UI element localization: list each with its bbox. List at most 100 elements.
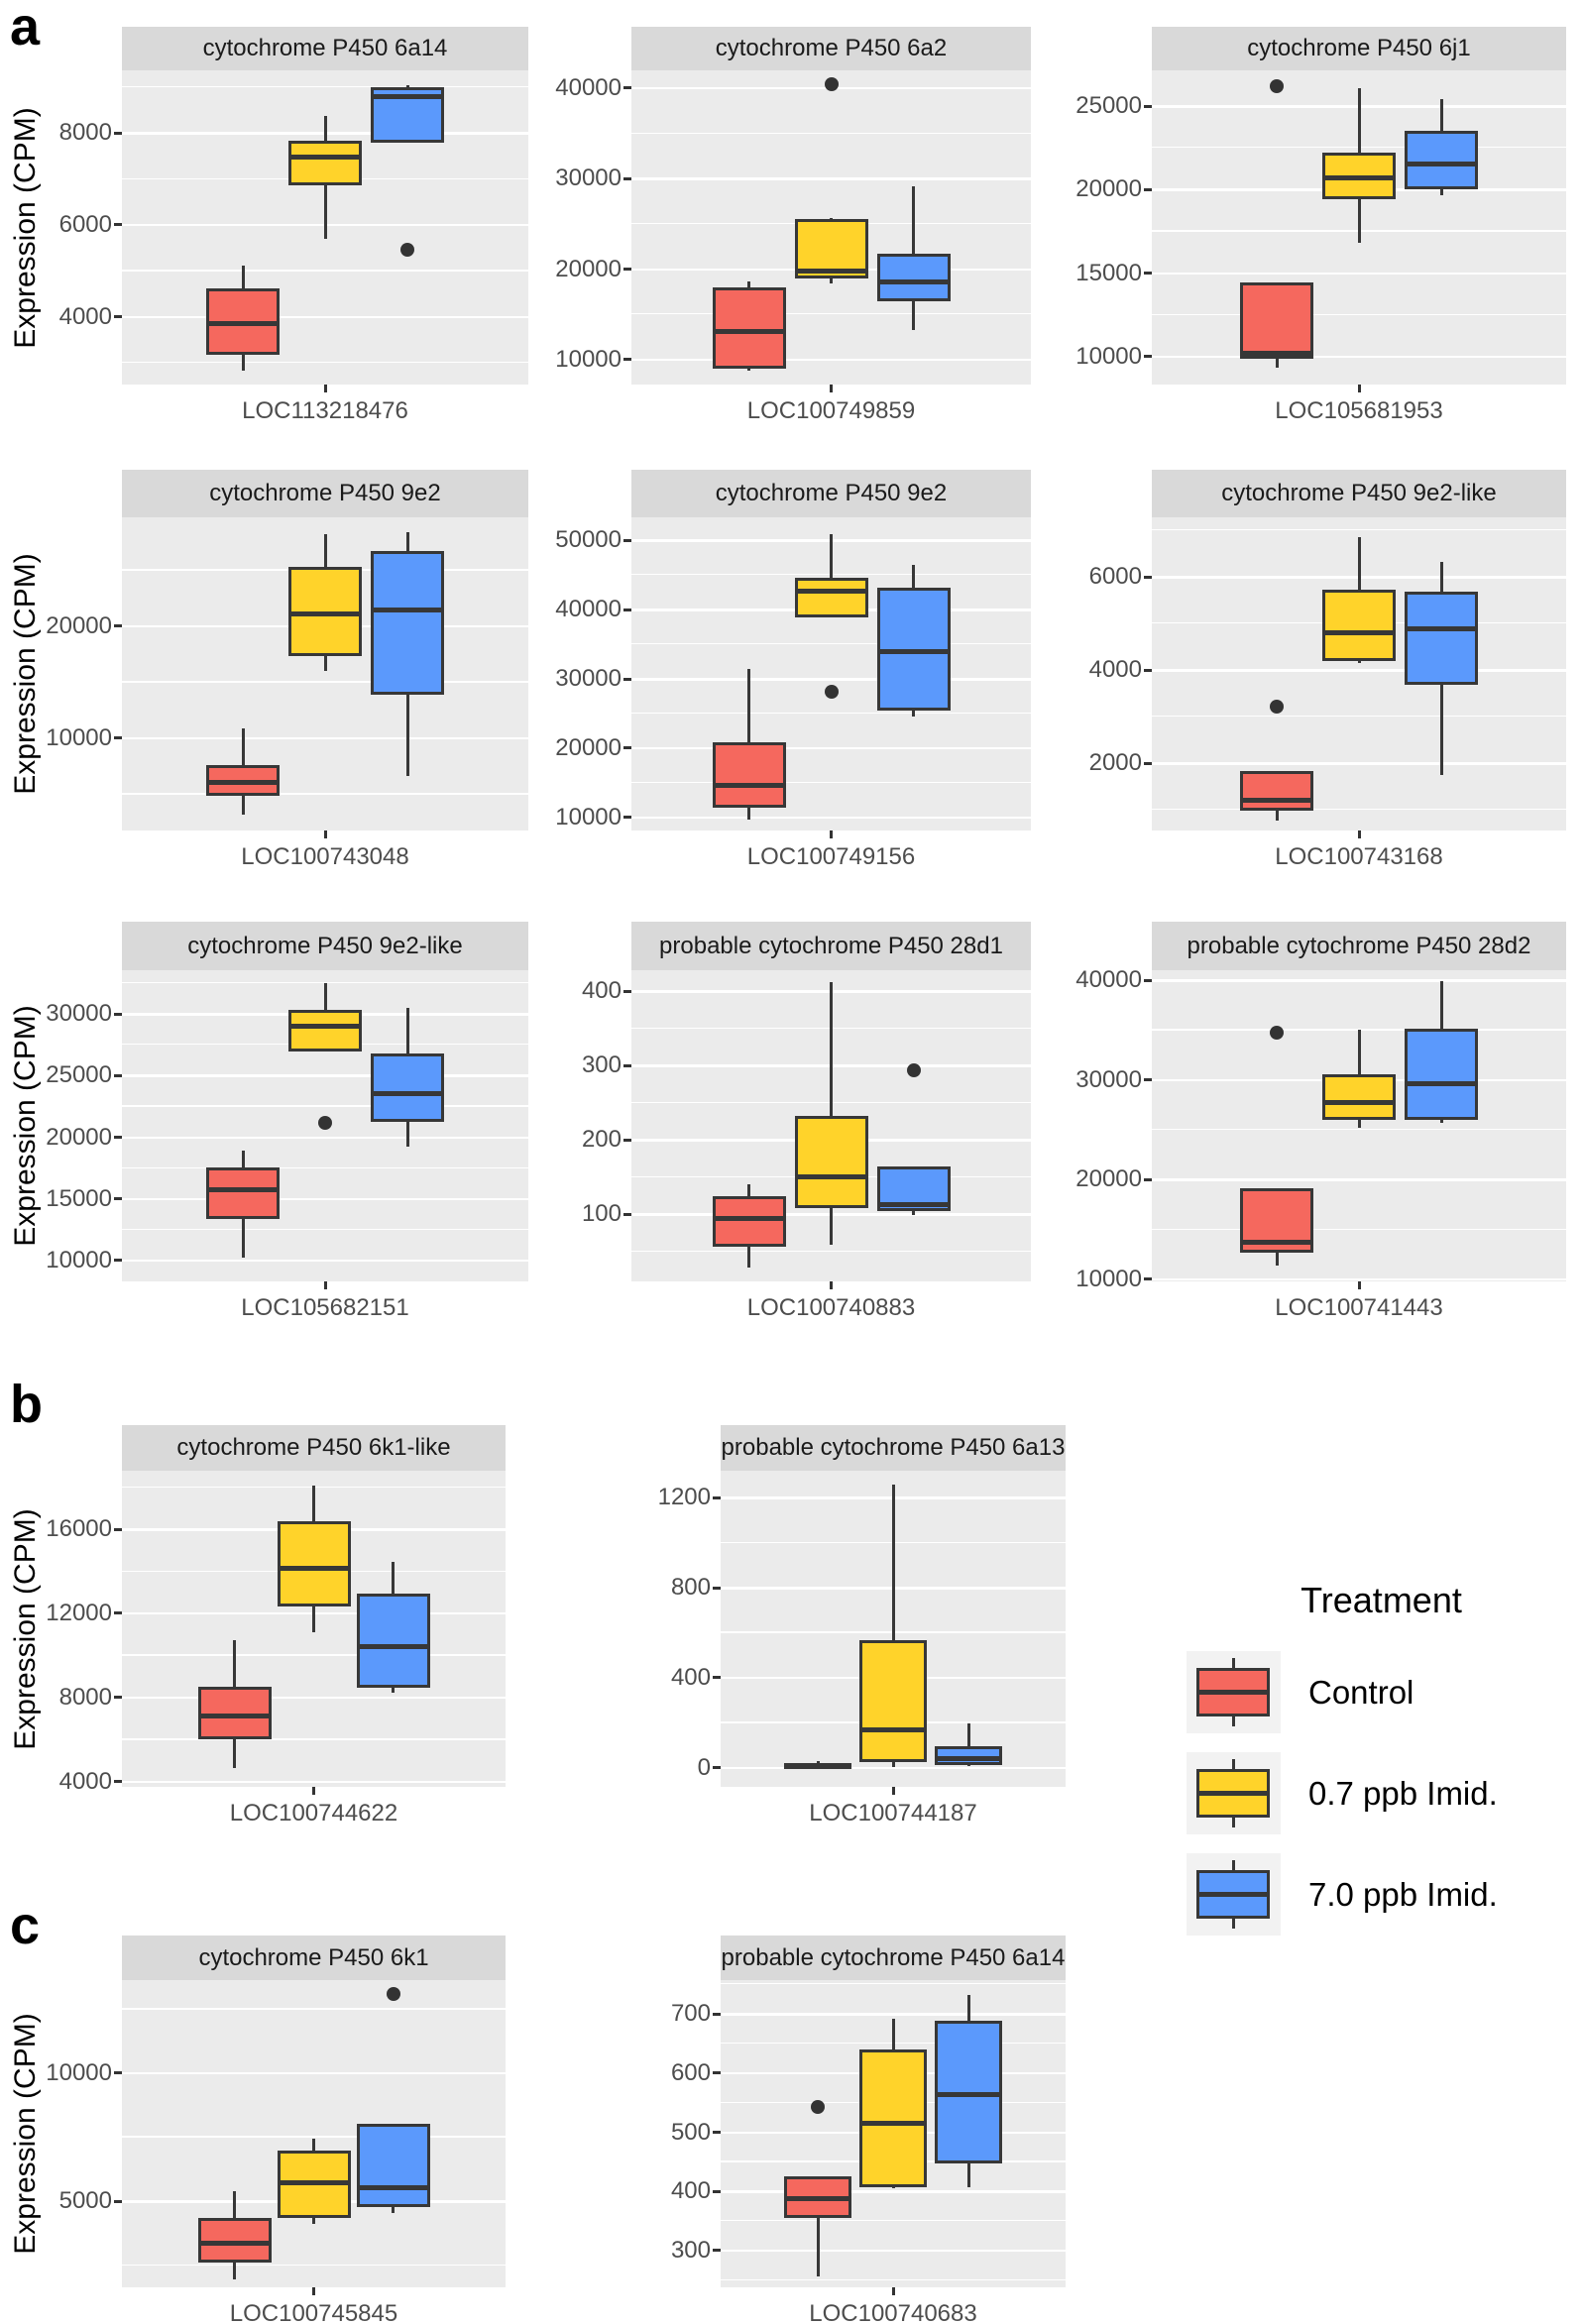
boxplot-median: [794, 269, 868, 275]
y-tick-mark: [623, 989, 631, 993]
outlier-point: [811, 2099, 825, 2114]
outlier-point: [1270, 700, 1284, 715]
gridline: [122, 1166, 528, 1168]
boxplot-box: [712, 1195, 786, 1247]
y-tick-label: 200: [581, 1126, 622, 1154]
y-tick-label: 10000: [46, 1246, 112, 1273]
gridline: [631, 643, 1031, 645]
y-tick-mark: [1144, 978, 1152, 982]
legend-label: 0.7 ppb Imid.: [1308, 1774, 1498, 1812]
y-tick-mark: [114, 1780, 122, 1784]
y-tick-mark: [713, 2071, 721, 2075]
y-tick-mark: [114, 2199, 122, 2203]
y-tick-label: 10000: [1075, 1265, 1142, 1292]
outlier-point: [1270, 79, 1284, 93]
y-tick-label: 2000: [1088, 749, 1142, 777]
y-tick-label: 15000: [46, 1184, 112, 1212]
y-tick-mark: [713, 2131, 721, 2134]
gridline: [122, 85, 528, 87]
y-tick-mark: [713, 2249, 721, 2253]
y-tick-label: 400: [581, 977, 622, 1005]
boxplot-whisker: [830, 534, 833, 617]
boxplot-whisker: [966, 1722, 970, 1767]
panel-strip: cytochrome P450 6k1-like: [122, 1425, 506, 1471]
boxplot-median: [1240, 1240, 1313, 1246]
outlier-point: [1270, 1026, 1284, 1041]
y-tick-mark: [623, 1138, 631, 1142]
boxplot-box: [288, 566, 362, 656]
gridline: [721, 2013, 1066, 2016]
y-tick-label: 10000: [1075, 342, 1142, 370]
plot-area: [122, 1980, 506, 2287]
gene-label: LOC105681953: [1275, 397, 1443, 424]
legend-item-high-dose: 7.0 ppb Imid.: [1187, 1853, 1576, 1936]
y-tick-label: 8000: [58, 119, 112, 147]
x-tick-mark: [830, 1281, 833, 1289]
panel-title: cytochrome P450 9e2-like: [187, 932, 463, 959]
y-tick-mark: [114, 1197, 122, 1201]
y-tick-mark: [114, 1527, 122, 1531]
gridline: [721, 2278, 1066, 2281]
y-tick-mark: [1144, 187, 1152, 191]
x-tick-mark: [323, 830, 327, 838]
boxplot-box: [712, 286, 786, 369]
outlier-point: [386, 1986, 400, 2001]
gridline: [122, 1738, 506, 1740]
y-tick-label: 25000: [1075, 92, 1142, 120]
gridline: [122, 1780, 506, 1784]
gridline: [1152, 355, 1566, 359]
y-tick-mark: [1144, 272, 1152, 276]
boxplot-median: [206, 321, 280, 327]
x-tick-mark: [312, 1787, 315, 1795]
boxplot-box: [356, 1594, 430, 1688]
y-tick-label: 10000: [555, 803, 622, 830]
legend-item-control: Control: [1187, 1651, 1576, 1733]
x-tick-mark: [323, 1281, 327, 1289]
panel-title: probable cytochrome P450 6a13: [721, 1434, 1066, 1461]
outlier-point: [824, 77, 839, 92]
gridline: [122, 1074, 528, 1077]
boxplot-median: [371, 607, 444, 612]
panel-strip: cytochrome P450 9e2-like: [1152, 470, 1566, 517]
y-tick-mark: [623, 268, 631, 272]
gridline: [122, 2008, 506, 2010]
legend-item-low-dose: 0.7 ppb Imid.: [1187, 1752, 1576, 1834]
y-tick-mark: [114, 1611, 122, 1615]
y-tick-label: 30000: [555, 665, 622, 692]
gridline: [631, 177, 1031, 180]
outlier-point: [824, 685, 839, 700]
boxplot-median: [712, 783, 786, 789]
boxplot-median: [288, 155, 362, 161]
y-tick-label: 5000: [58, 2187, 112, 2214]
gridline: [122, 1228, 528, 1231]
gridline: [721, 2220, 1066, 2222]
y-tick-mark: [114, 1259, 122, 1263]
boxplot-box: [794, 219, 868, 278]
gridline: [1152, 809, 1566, 811]
boxplot-box: [356, 2124, 430, 2207]
panel-strip: cytochrome P450 9e2: [122, 470, 528, 517]
boxplot-box: [371, 550, 444, 695]
x-tick-mark: [323, 385, 327, 392]
gridline: [1152, 529, 1566, 531]
key-box: [1196, 1769, 1270, 1818]
gene-label: LOC100743168: [1275, 843, 1443, 870]
y-tick-mark: [713, 2012, 721, 2016]
gridline: [122, 793, 528, 795]
boxplot-median: [794, 1173, 868, 1179]
y-tick-label: 300: [670, 2236, 711, 2264]
gridline: [122, 1654, 506, 1656]
y-tick-label: 10000: [555, 345, 622, 373]
y-tick-label: 8000: [58, 1683, 112, 1711]
legend: Treatment Control 0.7 ppb Imid.: [1187, 1580, 1576, 1954]
gene-label: LOC100749859: [746, 397, 916, 424]
boxplot-key-icon: [1187, 1651, 1281, 1733]
x-tick-mark: [891, 2287, 895, 2295]
gridline: [721, 1983, 1066, 1985]
boxplot-median: [935, 2092, 1002, 2098]
gene-label: LOC100749156: [746, 843, 916, 870]
panel-strip: probable cytochrome P450 28d2: [1152, 922, 1566, 970]
gridline: [122, 1136, 528, 1140]
x-tick-mark: [1357, 1281, 1361, 1289]
